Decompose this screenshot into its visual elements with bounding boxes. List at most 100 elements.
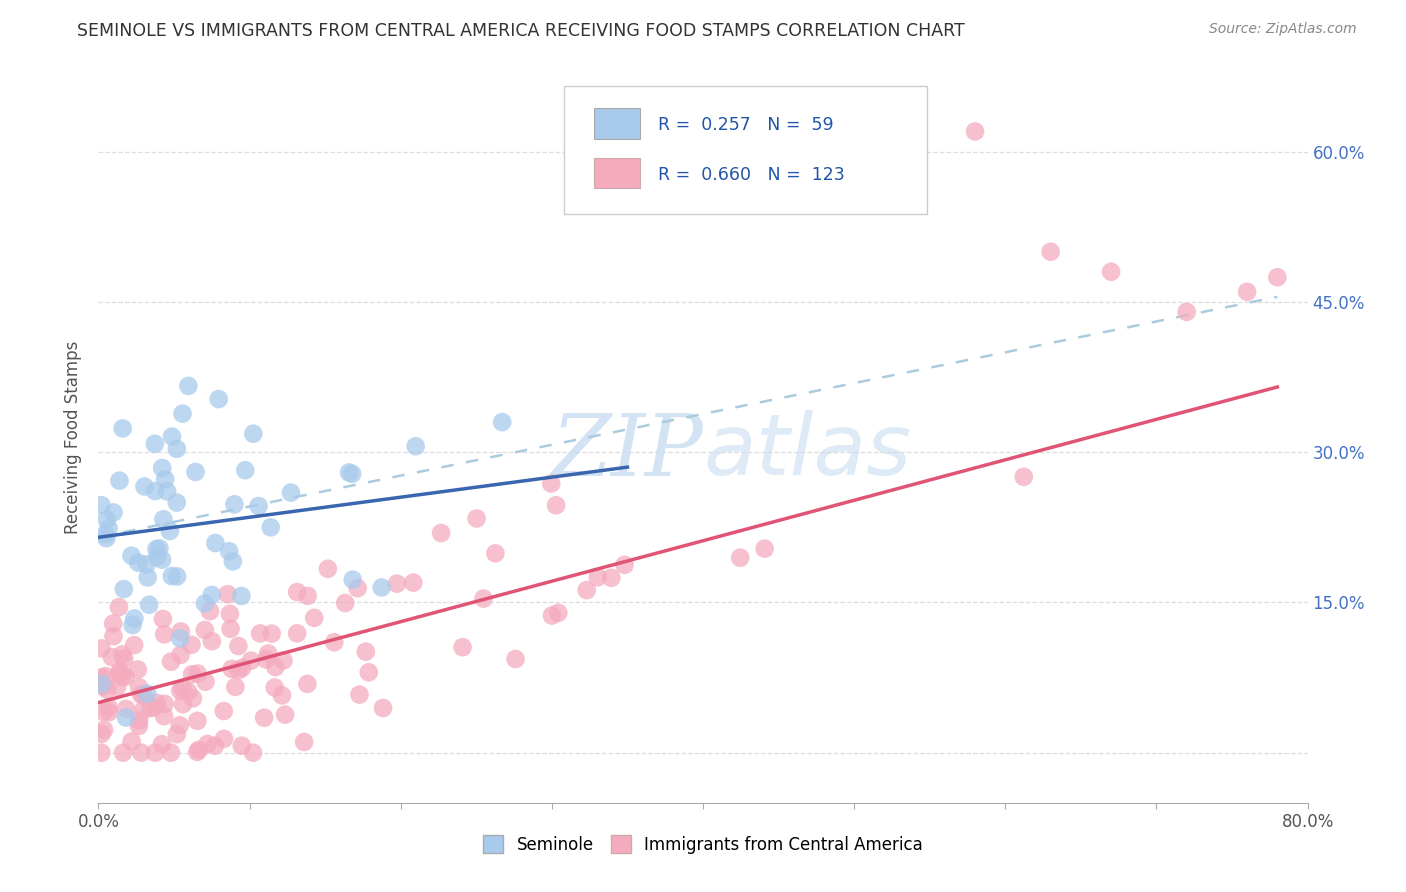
Point (484, 546, 506, 560)
Text: Source: ZipAtlas.com: Source: ZipAtlas.com (1209, 22, 1357, 37)
Point (146, 696, 169, 710)
Point (221, 662, 243, 676)
Point (152, 512, 174, 526)
Point (172, 407, 194, 421)
Point (224, 680, 246, 694)
Point (204, 536, 226, 550)
Point (194, 623, 217, 637)
Point (115, 702, 138, 716)
FancyBboxPatch shape (595, 158, 640, 188)
Point (333, 596, 356, 610)
Point (297, 589, 319, 603)
Point (128, 719, 150, 733)
Point (121, 734, 143, 748)
Point (112, 652, 135, 666)
Point (451, 640, 474, 655)
Point (143, 746, 166, 760)
Point (97, 700, 120, 714)
Point (186, 745, 208, 759)
Point (187, 666, 209, 681)
Point (505, 652, 527, 666)
Point (145, 541, 167, 556)
Point (728, 550, 751, 565)
Point (169, 718, 191, 732)
Point (128, 714, 150, 728)
Point (160, 746, 183, 760)
Point (181, 667, 204, 681)
Point (204, 739, 226, 753)
Point (96, 531, 118, 545)
Point (201, 634, 224, 648)
Point (153, 697, 176, 711)
Point (575, 583, 598, 598)
Point (90, 727, 112, 741)
Point (132, 689, 155, 703)
Point (172, 681, 194, 695)
Point (187, 743, 209, 757)
Point (139, 701, 162, 715)
Point (302, 611, 325, 625)
Point (160, 569, 183, 583)
Point (105, 680, 128, 694)
Point (124, 611, 146, 625)
Point (108, 665, 131, 680)
Point (541, 608, 564, 623)
Point (208, 392, 231, 406)
Point (127, 556, 149, 570)
Point (111, 648, 134, 662)
Point (90, 677, 112, 691)
Point (228, 663, 250, 677)
Point (121, 549, 143, 563)
Point (150, 461, 173, 475)
Point (111, 670, 134, 684)
Point (231, 739, 253, 753)
Point (370, 581, 392, 595)
Point (90, 498, 112, 512)
Point (132, 703, 155, 717)
Point (90, 746, 112, 760)
Point (465, 511, 488, 525)
Point (159, 524, 181, 538)
Point (231, 589, 253, 603)
FancyBboxPatch shape (564, 86, 927, 214)
Point (194, 597, 217, 611)
Point (371, 701, 394, 715)
Point (93, 723, 115, 737)
Point (260, 626, 283, 640)
Point (152, 612, 174, 626)
Point (146, 549, 169, 564)
Point (242, 426, 264, 441)
Text: R =  0.660   N =  123: R = 0.660 N = 123 (658, 166, 845, 184)
Point (357, 665, 380, 680)
Point (153, 627, 176, 641)
Point (103, 629, 125, 643)
Point (292, 735, 315, 749)
Point (402, 575, 425, 590)
Point (160, 429, 183, 443)
Point (108, 664, 131, 678)
Point (1099, 265, 1122, 279)
Point (136, 687, 159, 701)
Text: R =  0.257   N =  59: R = 0.257 N = 59 (658, 116, 834, 134)
Point (222, 554, 245, 568)
Point (94, 669, 117, 683)
Point (170, 624, 193, 639)
Point (316, 562, 339, 576)
Y-axis label: Receiving Food Stamps: Receiving Food Stamps (65, 341, 83, 533)
Point (181, 691, 204, 706)
Point (323, 635, 346, 649)
Point (90, 641, 112, 656)
Point (129, 746, 152, 760)
Point (156, 484, 179, 499)
Point (177, 685, 200, 699)
Point (128, 681, 150, 695)
Point (1267, 270, 1289, 285)
Point (212, 704, 235, 718)
Point (600, 571, 623, 585)
Point (108, 474, 131, 488)
Point (233, 463, 256, 477)
Point (274, 707, 297, 722)
Point (231, 661, 253, 675)
Point (135, 558, 157, 572)
Point (111, 421, 134, 435)
